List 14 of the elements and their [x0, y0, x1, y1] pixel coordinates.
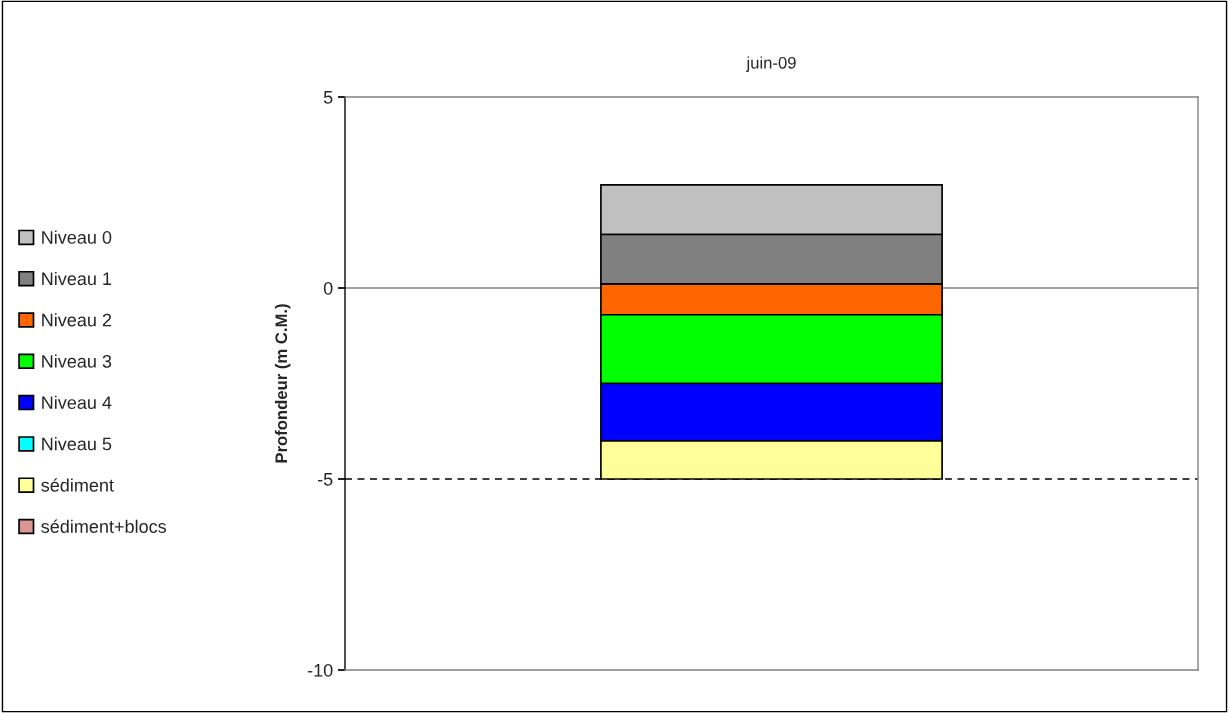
legend-label: sédiment+blocs	[41, 519, 167, 533]
legend-label: Niveau 1	[42, 271, 112, 286]
legend-label: Niveau 2	[42, 313, 112, 327]
y-axis-title: Profondeur (m C.M.)	[274, 304, 291, 463]
x-tick-label: juin-09	[746, 56, 796, 72]
legend-label: sédiment	[41, 478, 114, 492]
y-tick-label: 0	[323, 281, 333, 295]
legend-label: Niveau 3	[42, 354, 112, 368]
y-tick-label: 5	[323, 91, 333, 104]
legend-label: Niveau 4	[42, 395, 112, 410]
legend-label: Niveau 5	[42, 437, 112, 451]
y-tick-label: -10	[307, 663, 333, 677]
legend-label: Niveau 0	[42, 230, 112, 244]
y-tick-label: -5	[317, 473, 333, 486]
